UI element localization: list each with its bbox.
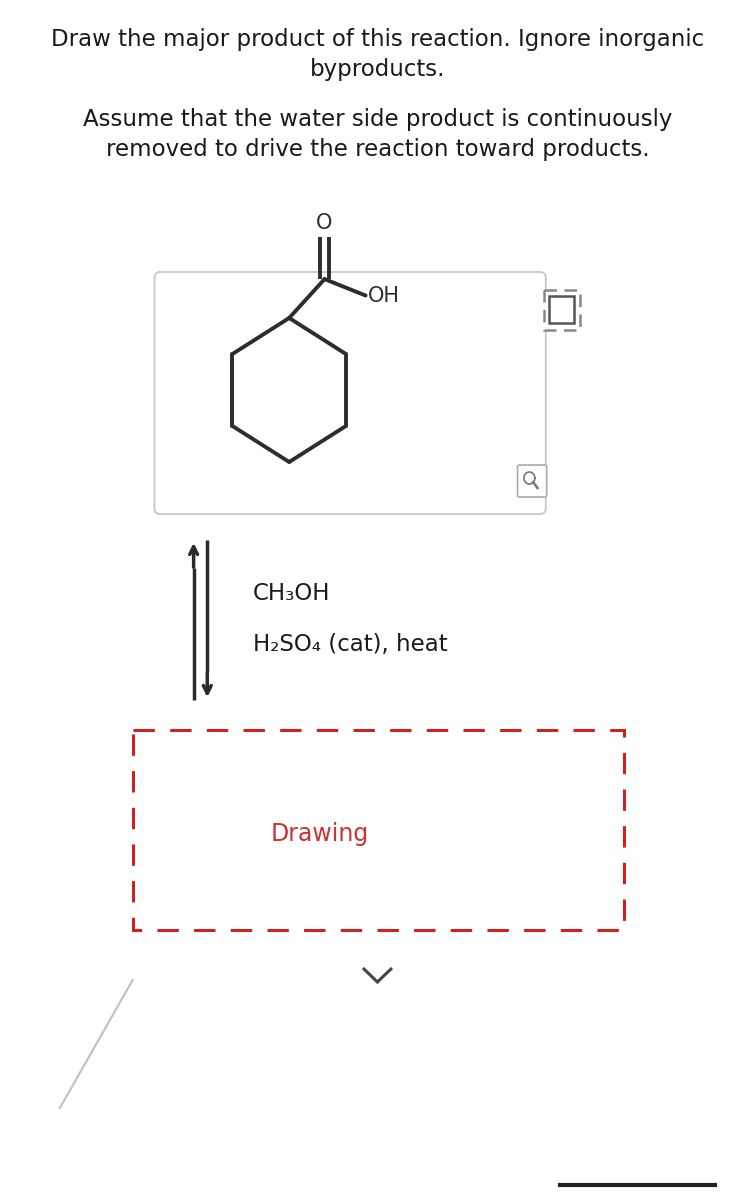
Text: removed to drive the reaction toward products.: removed to drive the reaction toward pro… xyxy=(106,138,649,161)
Text: CH₃OH: CH₃OH xyxy=(253,582,330,605)
Text: H₂SO₄ (cat), heat: H₂SO₄ (cat), heat xyxy=(253,634,448,656)
Bar xyxy=(550,296,574,323)
Bar xyxy=(544,290,581,330)
Text: Assume that the water side product is continuously: Assume that the water side product is co… xyxy=(83,108,672,131)
Text: O: O xyxy=(316,214,333,233)
Text: Draw the major product of this reaction. Ignore inorganic: Draw the major product of this reaction.… xyxy=(51,28,704,50)
Text: Drawing: Drawing xyxy=(270,822,368,846)
Text: byproducts.: byproducts. xyxy=(310,58,445,80)
FancyBboxPatch shape xyxy=(518,464,547,497)
Text: OH: OH xyxy=(368,286,400,306)
Bar xyxy=(133,730,624,930)
FancyBboxPatch shape xyxy=(155,272,546,514)
